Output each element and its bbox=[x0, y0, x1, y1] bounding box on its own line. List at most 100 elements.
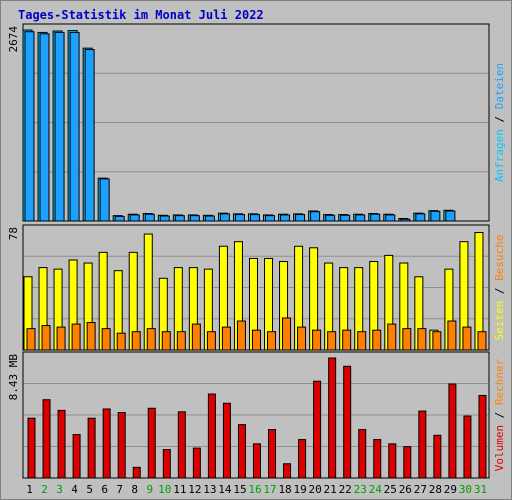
bar-volumen-day-9 bbox=[147, 407, 156, 479]
x-tick-label-day-23: 23 bbox=[354, 483, 367, 496]
legend-separator: / bbox=[493, 405, 506, 425]
legend-volume: Volumen / Rechner bbox=[493, 358, 506, 471]
bar-dateien-day-9 bbox=[144, 213, 155, 222]
bar-besuche-day-5 bbox=[86, 322, 96, 351]
y-max-label-volume: 8.43 MB bbox=[7, 354, 20, 401]
y-max-label-visits: 78 bbox=[7, 227, 20, 240]
bar-besuche-day-10 bbox=[161, 331, 171, 351]
bar-besuche-day-14 bbox=[221, 326, 231, 351]
bar-besuche-day-28 bbox=[432, 331, 442, 351]
bar-volumen-day-4 bbox=[72, 434, 81, 479]
x-tick-label-day-19: 19 bbox=[293, 483, 306, 496]
bar-volumen-day-2 bbox=[42, 399, 51, 479]
bar-volumen-day-8 bbox=[132, 466, 141, 479]
bar-besuche-day-26 bbox=[402, 328, 412, 351]
legend-separator: / bbox=[493, 109, 506, 129]
legend-entry-volumen: Volumen bbox=[493, 425, 506, 471]
legend-entry-besuche: Besuche bbox=[493, 235, 506, 281]
bar-besuche-day-6 bbox=[101, 328, 111, 351]
bar-volumen-day-17 bbox=[268, 429, 277, 479]
bar-besuche-day-24 bbox=[372, 329, 382, 351]
bar-besuche-day-23 bbox=[357, 331, 367, 351]
bar-dateien-day-13 bbox=[204, 215, 215, 222]
bar-volumen-day-30 bbox=[463, 415, 472, 479]
x-tick-label-day-27: 27 bbox=[414, 483, 427, 496]
bar-dateien-day-24 bbox=[370, 213, 381, 222]
bar-besuche-day-12 bbox=[191, 323, 201, 351]
bar-besuche-day-31 bbox=[477, 331, 487, 351]
legend-entry-anfragen: Anfragen bbox=[493, 129, 506, 182]
bar-volumen-day-6 bbox=[102, 408, 111, 479]
bar-dateien-day-12 bbox=[189, 215, 200, 222]
bar-besuche-day-30 bbox=[462, 326, 472, 351]
bar-volumen-day-12 bbox=[192, 447, 201, 479]
bar-dateien-day-8 bbox=[129, 214, 140, 222]
bar-volumen-day-7 bbox=[117, 412, 126, 479]
legend-entry-rechner: Rechner bbox=[493, 358, 506, 405]
bar-besuche-day-19 bbox=[297, 326, 307, 351]
bar-volumen-day-16 bbox=[252, 443, 261, 479]
bar-volumen-day-22 bbox=[343, 365, 352, 479]
bar-besuche-day-7 bbox=[116, 332, 126, 351]
bar-besuche-day-1 bbox=[26, 328, 36, 351]
bar-dateien-day-21 bbox=[325, 214, 336, 222]
bar-volumen-day-19 bbox=[298, 439, 307, 479]
bar-volumen-day-24 bbox=[373, 439, 382, 479]
bar-dateien-day-11 bbox=[174, 215, 185, 222]
x-tick-label-day-26: 26 bbox=[399, 483, 412, 496]
bar-volumen-day-10 bbox=[162, 449, 171, 479]
bar-besuche-day-9 bbox=[146, 328, 156, 351]
legend-entry-seiten: Seiten bbox=[493, 301, 506, 341]
bar-dateien-day-28 bbox=[430, 210, 441, 222]
x-tick-label-day-20: 20 bbox=[309, 483, 322, 496]
bar-dateien-day-19 bbox=[295, 214, 306, 222]
bar-volumen-day-29 bbox=[448, 383, 457, 479]
bar-besuche-day-29 bbox=[447, 320, 457, 351]
x-tick-label-day-24: 24 bbox=[369, 483, 383, 496]
bar-volumen-day-1 bbox=[27, 417, 36, 479]
bar-volumen-day-26 bbox=[403, 446, 412, 479]
x-tick-label-day-14: 14 bbox=[218, 483, 232, 496]
bar-volumen-day-15 bbox=[237, 424, 246, 479]
bar-dateien-day-16 bbox=[249, 214, 260, 222]
x-tick-label-day-8: 8 bbox=[131, 483, 138, 496]
legend-entry-dateien: Dateien bbox=[493, 63, 506, 109]
x-tick-label-day-13: 13 bbox=[203, 483, 216, 496]
x-tick-label-day-1: 1 bbox=[26, 483, 33, 496]
bar-dateien-day-23 bbox=[355, 214, 366, 222]
bar-volumen-day-21 bbox=[328, 357, 337, 479]
x-tick-label-day-10: 10 bbox=[158, 483, 171, 496]
bar-dateien-day-3 bbox=[54, 31, 65, 222]
bar-volumen-day-25 bbox=[388, 443, 397, 479]
x-tick-label-day-5: 5 bbox=[86, 483, 93, 496]
bar-dateien-day-14 bbox=[219, 213, 230, 222]
bar-dateien-day-29 bbox=[445, 210, 456, 222]
bar-besuche-day-16 bbox=[251, 329, 261, 351]
legend-visits: Seiten / Besuche bbox=[493, 235, 506, 341]
bar-volumen-day-28 bbox=[433, 434, 442, 479]
bar-volumen-day-5 bbox=[87, 417, 96, 479]
bar-besuche-day-27 bbox=[417, 328, 427, 351]
bar-volumen-day-13 bbox=[207, 393, 216, 479]
bar-besuche-day-15 bbox=[236, 320, 246, 351]
x-tick-label-day-25: 25 bbox=[384, 483, 397, 496]
x-tick-label-day-21: 21 bbox=[324, 483, 337, 496]
x-tick-label-day-30: 30 bbox=[459, 483, 472, 496]
bar-besuche-day-11 bbox=[176, 331, 186, 351]
bar-besuche-day-22 bbox=[342, 329, 352, 351]
bar-besuche-day-4 bbox=[71, 323, 81, 351]
bar-dateien-day-15 bbox=[234, 214, 245, 222]
x-tick-label-day-4: 4 bbox=[71, 483, 78, 496]
bar-besuche-day-18 bbox=[282, 317, 292, 351]
bar-besuche-day-25 bbox=[387, 323, 397, 351]
x-tick-label-day-31: 31 bbox=[474, 483, 487, 496]
x-tick-label-day-7: 7 bbox=[116, 483, 123, 496]
bar-dateien-day-17 bbox=[265, 215, 276, 222]
bar-volumen-day-18 bbox=[283, 463, 292, 479]
x-tick-label-day-22: 22 bbox=[339, 483, 352, 496]
x-tick-label-day-16: 16 bbox=[248, 483, 261, 496]
bar-dateien-day-18 bbox=[280, 214, 291, 222]
bar-dateien-day-10 bbox=[159, 215, 170, 222]
bar-besuche-day-20 bbox=[312, 329, 322, 351]
